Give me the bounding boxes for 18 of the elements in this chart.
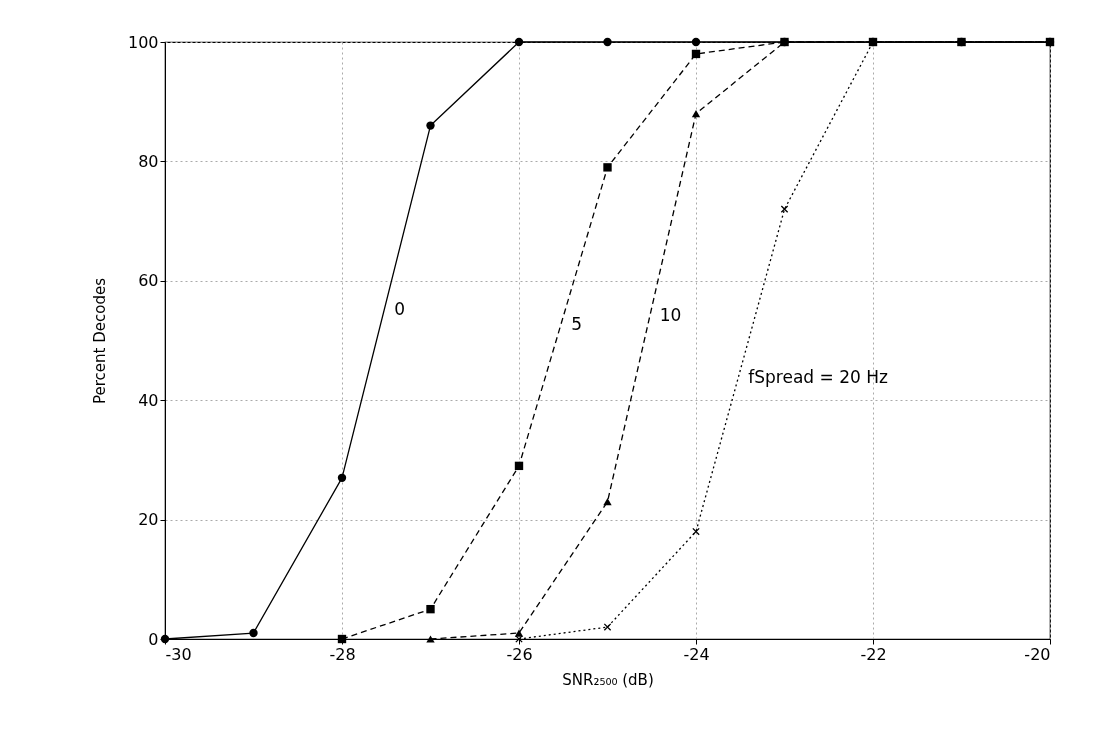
x-tick-label: -22 (860, 644, 887, 664)
series-label: 5 (571, 313, 583, 334)
y-tick-label: 40 (138, 390, 159, 410)
y-tick-label: 60 (138, 271, 159, 291)
y-axis-title: Percent Decodes (90, 277, 109, 404)
y-tick-label: 100 (127, 32, 159, 52)
y-tick-label: 20 (138, 510, 159, 530)
y-tick-label: 0 (148, 629, 159, 649)
y-tick-label: 80 (138, 151, 159, 171)
x-tick-label: -24 (683, 644, 710, 664)
x-tick-label: -30 (165, 644, 192, 664)
series-label: 10 (659, 304, 682, 325)
series-label: 0 (394, 298, 406, 319)
x-tick-label: -28 (329, 644, 356, 664)
x-tick-label: -26 (506, 644, 533, 664)
x-tick-label: -20 (1024, 644, 1051, 664)
series-label: fSpread = 20 Hz (748, 367, 888, 388)
x-axis-title: SNR₂₅₀₀ (dB) (562, 670, 654, 689)
